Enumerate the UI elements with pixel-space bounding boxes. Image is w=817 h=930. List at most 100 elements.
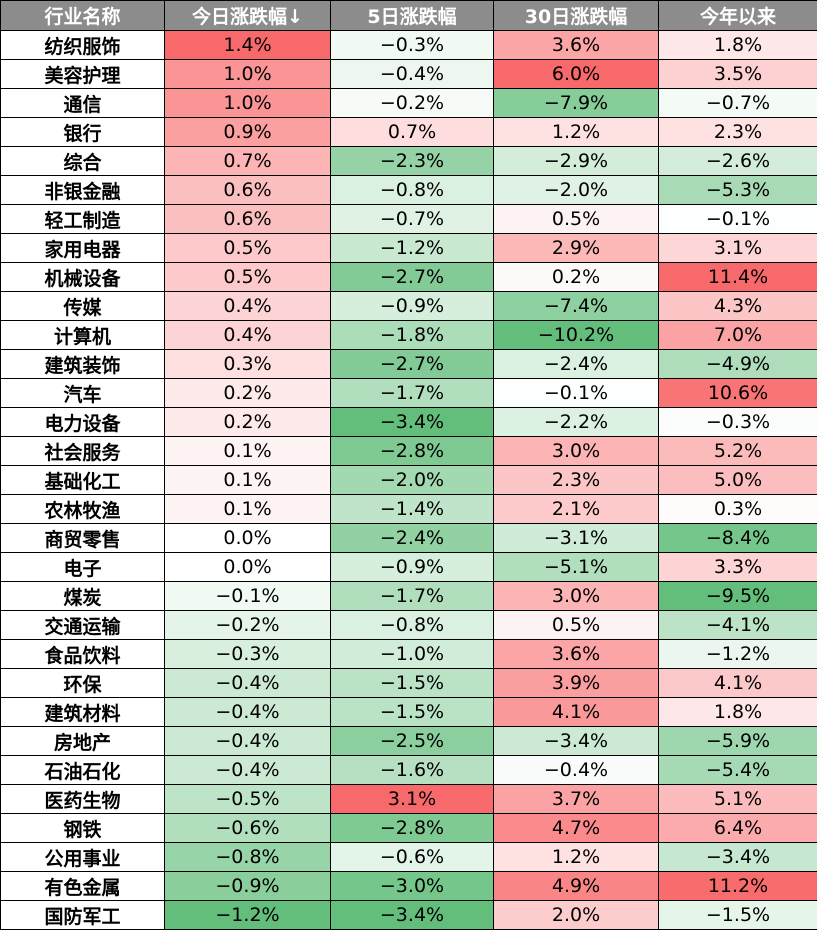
ytd-change-cell: −9.5%	[659, 582, 817, 611]
today-change-cell: 0.1%	[165, 466, 331, 495]
5day-change-cell: −2.3%	[331, 147, 494, 176]
industry-name-cell: 家用电器	[1, 234, 165, 263]
5day-change-cell: −1.5%	[331, 669, 494, 698]
5day-change-cell: −1.5%	[331, 698, 494, 727]
today-change-cell: 0.2%	[165, 408, 331, 437]
table-row: 煤炭−0.1%−1.7%3.0%−9.5%	[1, 582, 817, 611]
today-change-cell: 0.0%	[165, 524, 331, 553]
today-change-cell: 0.1%	[165, 495, 331, 524]
ytd-change-cell: 4.3%	[659, 292, 817, 321]
today-change-cell: 0.6%	[165, 205, 331, 234]
table-row: 医药生物−0.5%3.1%3.7%5.1%	[1, 785, 817, 814]
30day-change-cell: 3.9%	[494, 669, 659, 698]
5day-change-cell: −0.2%	[331, 89, 494, 118]
ytd-change-cell: −0.3%	[659, 408, 817, 437]
today-change-cell: −0.2%	[165, 611, 331, 640]
today-change-cell: −0.9%	[165, 872, 331, 901]
table-row: 国防军工−1.2%−3.4%2.0%−1.5%	[1, 901, 817, 930]
today-change-cell: 0.2%	[165, 379, 331, 408]
ytd-change-cell: 5.0%	[659, 466, 817, 495]
ytd-change-cell: −0.7%	[659, 89, 817, 118]
table-row: 公用事业−0.8%−0.6%1.2%−3.4%	[1, 843, 817, 872]
30day-change-cell: −2.4%	[494, 350, 659, 379]
30day-change-cell: 3.0%	[494, 582, 659, 611]
ytd-change-cell: 3.5%	[659, 60, 817, 89]
30day-change-cell: 1.2%	[494, 118, 659, 147]
30day-change-cell: −7.4%	[494, 292, 659, 321]
30day-change-cell: 4.9%	[494, 872, 659, 901]
30day-change-cell: −10.2%	[494, 321, 659, 350]
industry-name-cell: 电子	[1, 553, 165, 582]
ytd-change-cell: −1.5%	[659, 901, 817, 930]
30day-change-cell: −2.2%	[494, 408, 659, 437]
today-change-cell: 1.0%	[165, 89, 331, 118]
today-change-cell: −0.5%	[165, 785, 331, 814]
ytd-change-cell: 3.1%	[659, 234, 817, 263]
header-today-change[interactable]: 今日涨跌幅↓	[165, 1, 331, 31]
5day-change-cell: −1.2%	[331, 234, 494, 263]
header-industry-name[interactable]: 行业名称	[1, 1, 165, 31]
30day-change-cell: −5.1%	[494, 553, 659, 582]
ytd-change-cell: −4.1%	[659, 611, 817, 640]
30day-change-cell: 3.6%	[494, 640, 659, 669]
industry-name-cell: 纺织服饰	[1, 31, 165, 60]
today-change-cell: −0.3%	[165, 640, 331, 669]
ytd-change-cell: 1.8%	[659, 31, 817, 60]
5day-change-cell: −0.7%	[331, 205, 494, 234]
industry-name-cell: 机械设备	[1, 263, 165, 292]
today-change-cell: −0.4%	[165, 727, 331, 756]
industry-name-cell: 有色金属	[1, 872, 165, 901]
ytd-change-cell: 5.2%	[659, 437, 817, 466]
header-30day-change[interactable]: 30日涨跌幅	[494, 1, 659, 31]
30day-change-cell: 2.0%	[494, 901, 659, 930]
today-change-cell: −0.1%	[165, 582, 331, 611]
industry-name-cell: 通信	[1, 89, 165, 118]
30day-change-cell: 0.5%	[494, 611, 659, 640]
30day-change-cell: 0.2%	[494, 263, 659, 292]
ytd-change-cell: 11.2%	[659, 872, 817, 901]
ytd-change-cell: 2.3%	[659, 118, 817, 147]
industry-name-cell: 综合	[1, 147, 165, 176]
30day-change-cell: −3.1%	[494, 524, 659, 553]
5day-change-cell: 0.7%	[331, 118, 494, 147]
ytd-change-cell: 1.8%	[659, 698, 817, 727]
ytd-change-cell: −3.4%	[659, 843, 817, 872]
5day-change-cell: −0.8%	[331, 611, 494, 640]
table-row: 有色金属−0.9%−3.0%4.9%11.2%	[1, 872, 817, 901]
30day-change-cell: 2.9%	[494, 234, 659, 263]
ytd-change-cell: 3.3%	[659, 553, 817, 582]
industry-name-cell: 交通运输	[1, 611, 165, 640]
30day-change-cell: 4.7%	[494, 814, 659, 843]
table-row: 石油石化−0.4%−1.6%−0.4%−5.4%	[1, 756, 817, 785]
today-change-cell: 0.5%	[165, 234, 331, 263]
industry-name-cell: 建筑装饰	[1, 350, 165, 379]
header-5day-change[interactable]: 5日涨跌幅	[331, 1, 494, 31]
30day-change-cell: 3.0%	[494, 437, 659, 466]
30day-change-cell: −3.4%	[494, 727, 659, 756]
industry-name-cell: 基础化工	[1, 466, 165, 495]
ytd-change-cell: 5.1%	[659, 785, 817, 814]
industry-name-cell: 钢铁	[1, 814, 165, 843]
5day-change-cell: −0.3%	[331, 31, 494, 60]
5day-change-cell: −2.7%	[331, 350, 494, 379]
ytd-change-cell: −5.4%	[659, 756, 817, 785]
industry-name-cell: 国防军工	[1, 901, 165, 930]
header-ytd-change[interactable]: 今年以来	[659, 1, 817, 31]
ytd-change-cell: −4.9%	[659, 350, 817, 379]
industry-name-cell: 农林牧渔	[1, 495, 165, 524]
table-row: 交通运输−0.2%−0.8%0.5%−4.1%	[1, 611, 817, 640]
